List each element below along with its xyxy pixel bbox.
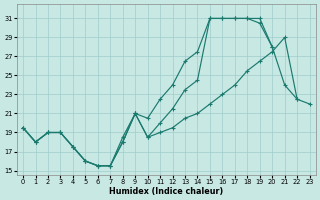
X-axis label: Humidex (Indice chaleur): Humidex (Indice chaleur): [109, 187, 223, 196]
